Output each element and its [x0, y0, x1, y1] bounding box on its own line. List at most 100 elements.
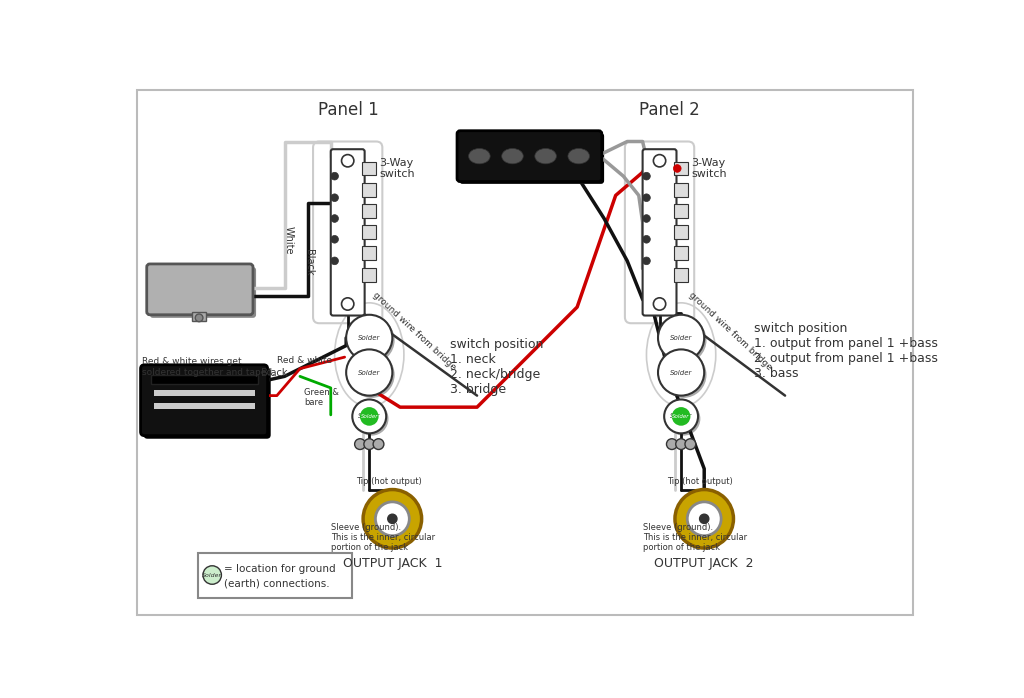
- Text: Solder: Solder: [358, 335, 381, 341]
- Text: Sleeve (ground).
This is the inner, circular
portion of the jack: Sleeve (ground). This is the inner, circ…: [331, 523, 435, 552]
- Circle shape: [676, 439, 686, 450]
- Circle shape: [331, 235, 339, 243]
- Circle shape: [687, 502, 721, 536]
- Text: = location for ground: = location for ground: [224, 564, 336, 574]
- Circle shape: [331, 172, 339, 180]
- Text: switch position
1. output from panel 1 +bass
2. output from panel 1 +bass
3. bas: switch position 1. output from panel 1 +…: [755, 322, 938, 380]
- Text: Sleeve (ground).
This is the inner, circular
portion of the jack: Sleeve (ground). This is the inner, circ…: [643, 523, 746, 552]
- Text: switch position
1. neck
2. neck/bridge
3. bridge: switch position 1. neck 2. neck/bridge 3…: [451, 338, 544, 396]
- Circle shape: [653, 154, 666, 167]
- Circle shape: [674, 165, 681, 172]
- Text: Green &
bare: Green & bare: [304, 388, 339, 408]
- Text: ground wire from bridge: ground wire from bridge: [687, 290, 774, 371]
- Circle shape: [376, 502, 410, 536]
- Text: Tip (hot output): Tip (hot output): [355, 477, 422, 487]
- Ellipse shape: [568, 149, 590, 164]
- Circle shape: [331, 194, 339, 202]
- Text: Solder: Solder: [358, 413, 381, 419]
- Circle shape: [203, 566, 221, 584]
- Text: 3-Way
switch: 3-Way switch: [379, 158, 415, 179]
- Bar: [154, 403, 255, 409]
- Circle shape: [699, 514, 709, 524]
- Bar: [674, 161, 688, 175]
- Circle shape: [331, 257, 339, 265]
- Circle shape: [672, 407, 690, 426]
- Bar: [193, 312, 206, 321]
- Text: OUTPUT JACK  2: OUTPUT JACK 2: [654, 557, 754, 570]
- Bar: [154, 390, 255, 396]
- Circle shape: [667, 402, 700, 436]
- Text: Tip (hot output): Tip (hot output): [668, 477, 733, 487]
- Circle shape: [665, 399, 698, 433]
- Text: 3-Way
switch: 3-Way switch: [691, 158, 727, 179]
- Text: Solder: Solder: [670, 369, 692, 376]
- Circle shape: [643, 257, 650, 265]
- Text: Solder: Solder: [670, 335, 692, 341]
- Bar: [674, 268, 688, 282]
- Circle shape: [658, 350, 705, 396]
- FancyBboxPatch shape: [150, 267, 256, 318]
- FancyBboxPatch shape: [460, 133, 604, 184]
- Bar: [674, 204, 688, 218]
- Bar: [362, 246, 376, 260]
- FancyBboxPatch shape: [146, 264, 253, 315]
- Text: (earth) connections.: (earth) connections.: [224, 578, 330, 588]
- Text: Black: Black: [304, 249, 314, 276]
- Bar: [199, 554, 352, 598]
- Circle shape: [364, 439, 375, 450]
- Bar: [362, 183, 376, 197]
- Circle shape: [352, 399, 386, 433]
- Circle shape: [667, 439, 677, 450]
- Ellipse shape: [469, 149, 490, 164]
- Circle shape: [342, 298, 354, 310]
- Circle shape: [685, 439, 695, 450]
- Ellipse shape: [535, 149, 556, 164]
- Bar: [362, 225, 376, 239]
- Circle shape: [653, 298, 666, 310]
- Circle shape: [348, 317, 394, 363]
- Circle shape: [660, 352, 707, 398]
- FancyBboxPatch shape: [331, 149, 365, 315]
- Bar: [674, 183, 688, 197]
- Circle shape: [354, 402, 388, 436]
- Circle shape: [331, 215, 339, 223]
- Text: Solder: Solder: [360, 414, 378, 419]
- Circle shape: [388, 514, 397, 524]
- FancyBboxPatch shape: [643, 149, 677, 315]
- Circle shape: [643, 194, 650, 202]
- Circle shape: [348, 352, 394, 398]
- Circle shape: [354, 439, 366, 450]
- Text: Panel 2: Panel 2: [639, 101, 700, 119]
- Circle shape: [643, 172, 650, 180]
- Text: ground wire from bridge: ground wire from bridge: [372, 290, 458, 371]
- Text: Red & white: Red & white: [276, 357, 332, 366]
- Text: Panel 1: Panel 1: [318, 101, 379, 119]
- Circle shape: [196, 314, 203, 322]
- Text: Red & white wires get
soldered together and taped.: Red & white wires get soldered together …: [142, 357, 275, 376]
- Circle shape: [346, 350, 392, 396]
- Text: White: White: [284, 226, 294, 255]
- FancyBboxPatch shape: [457, 131, 602, 181]
- Text: Solder: Solder: [670, 413, 692, 419]
- Bar: [151, 375, 258, 384]
- Bar: [362, 161, 376, 175]
- Circle shape: [643, 235, 650, 243]
- Circle shape: [364, 489, 422, 548]
- Circle shape: [342, 154, 354, 167]
- Circle shape: [675, 489, 733, 548]
- Circle shape: [660, 317, 707, 363]
- Circle shape: [643, 215, 650, 223]
- Bar: [674, 225, 688, 239]
- Circle shape: [658, 315, 705, 361]
- Circle shape: [373, 439, 384, 450]
- Text: Solder: Solder: [202, 572, 222, 577]
- Bar: [362, 204, 376, 218]
- Circle shape: [346, 315, 392, 361]
- FancyBboxPatch shape: [140, 365, 267, 436]
- Bar: [674, 246, 688, 260]
- Text: OUTPUT JACK  1: OUTPUT JACK 1: [343, 557, 442, 570]
- Ellipse shape: [502, 149, 523, 164]
- Circle shape: [360, 407, 379, 426]
- Text: Solder: Solder: [673, 414, 690, 419]
- Bar: [362, 268, 376, 282]
